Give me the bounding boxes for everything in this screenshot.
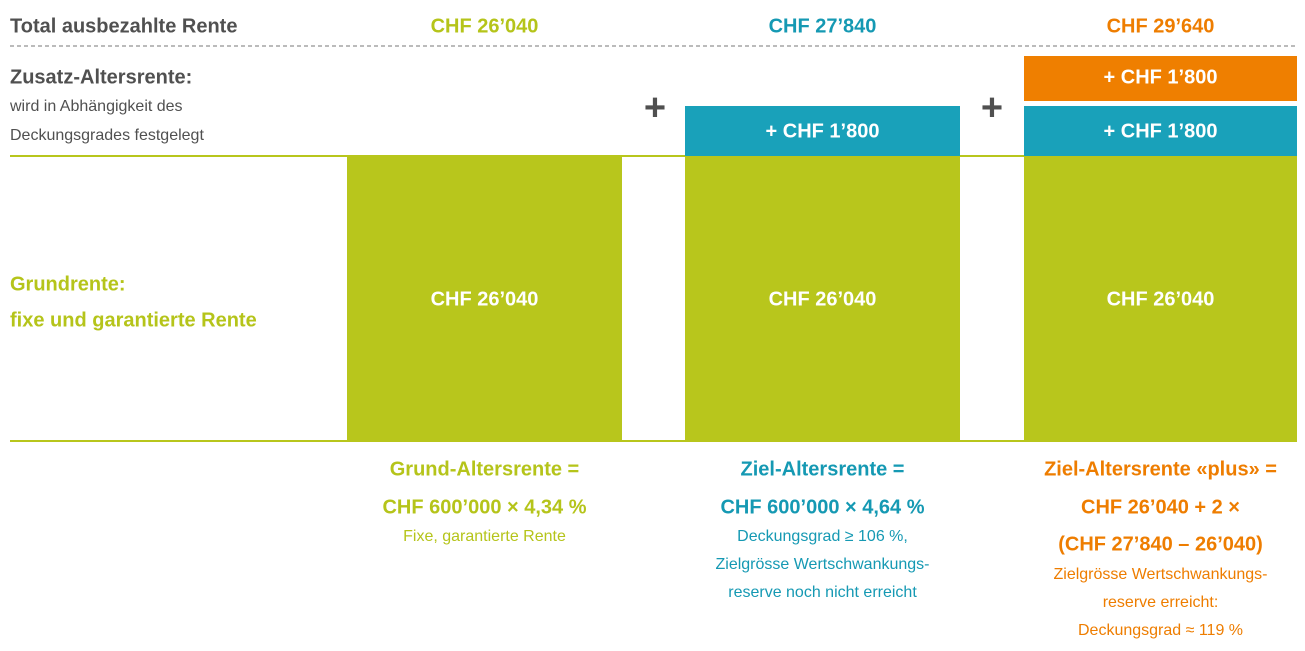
caption-note: Fixe, garantierte Rente <box>403 528 566 545</box>
supplement-box <box>1024 106 1297 156</box>
column-total: CHF 29’640 <box>1107 15 1215 37</box>
caption-note: Deckungsgrad ≈ 119 % <box>1078 622 1243 639</box>
base-label: fixe und garantierte Rente <box>10 309 257 331</box>
base-amount: CHF 26’040 <box>1107 288 1215 310</box>
caption-note: Zielgrösse Wertschwankungs- <box>1053 566 1267 583</box>
caption: CHF 600’000 × 4,34 % <box>382 496 586 518</box>
base-box <box>347 157 622 440</box>
caption: Ziel-Altersrente = <box>741 458 905 480</box>
caption: Grund-Altersrente = <box>390 458 579 480</box>
caption: CHF 600’000 × 4,64 % <box>720 496 924 518</box>
supplement-amount: + CHF 1’800 <box>1104 120 1218 142</box>
caption-note: reserve erreicht: <box>1103 594 1219 611</box>
column-total: CHF 26’040 <box>431 15 539 37</box>
base-amount: CHF 26’040 <box>769 288 877 310</box>
caption: Ziel-Altersrente «plus» = <box>1044 458 1277 480</box>
supplement-title: Zusatz-Altersrente: <box>10 66 192 88</box>
caption-note: Deckungsgrad ≥ 106 %, <box>737 528 908 545</box>
caption: CHF 26’040 + 2 × <box>1081 496 1240 518</box>
supplement-description: wird in Abhängigkeit des <box>9 98 183 115</box>
supplement-amount: + CHF 1’800 <box>1104 66 1218 88</box>
supplement-amount: + CHF 1’800 <box>766 120 880 142</box>
supplement-box <box>685 106 960 156</box>
base-label: Grundrente: <box>10 273 126 295</box>
supplement-description: Deckungsgrades festgelegt <box>10 127 204 144</box>
caption-note: Zielgrösse Wertschwankungs- <box>715 556 929 573</box>
caption: (CHF 27’840 – 26’040) <box>1058 533 1263 555</box>
base-box <box>685 157 960 440</box>
caption-note: reserve noch nicht erreicht <box>728 584 917 601</box>
header-title: Total ausbezahlte Rente <box>10 15 237 37</box>
base-box <box>1024 157 1297 440</box>
plus-sign: + <box>644 87 666 129</box>
base-amount: CHF 26’040 <box>431 288 539 310</box>
supplement-box <box>1024 56 1297 101</box>
plus-sign: + <box>981 87 1003 129</box>
column-total: CHF 27’840 <box>769 15 877 37</box>
